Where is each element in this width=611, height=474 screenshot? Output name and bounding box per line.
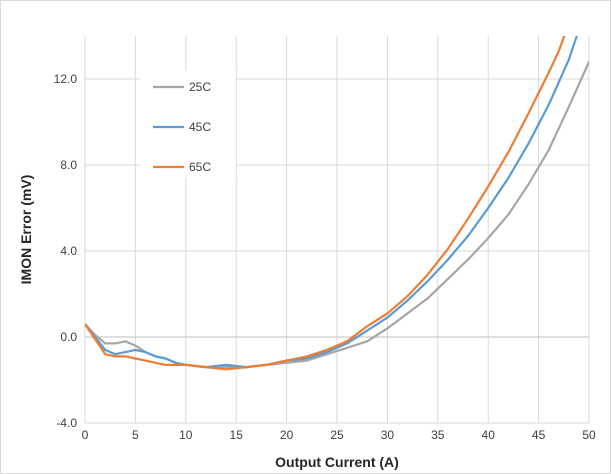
y-axis-title: IMON Error (mV) [18, 175, 34, 285]
y-tick-label: 4.0 [60, 244, 77, 258]
series-lines [85, 36, 589, 371]
x-tick-label: 50 [582, 428, 596, 442]
tick-labels: 0 5 10 15 20 25 30 35 40 45 50 -4.0 0.0 4.0 8.0 12.0 [54, 72, 596, 442]
y-tick-label: 0.0 [60, 330, 77, 344]
x-tick-label: 35 [431, 428, 445, 442]
x-tick-label: 40 [482, 428, 496, 442]
series-line-65c [85, 36, 566, 371]
x-tick-label: 45 [532, 428, 546, 442]
y-tick-label: 12.0 [54, 72, 78, 86]
x-tick-label: 5 [132, 428, 139, 442]
legend-label-45c: 45C [189, 120, 211, 134]
x-tick-label: 10 [179, 428, 193, 442]
y-tick-label: -4.0 [56, 416, 77, 430]
series-line-25c [85, 60, 589, 369]
x-tick-label: 25 [330, 428, 344, 442]
x-axis-title: Output Current (A) [275, 454, 399, 470]
legend-label-25c: 25C [189, 80, 211, 94]
legend-label-65c: 65C [189, 160, 211, 174]
x-tick-label: 0 [82, 428, 89, 442]
y-tick-label: 8.0 [60, 158, 77, 172]
x-tick-label: 30 [381, 428, 395, 442]
legend: 25C 45C 65C [140, 70, 236, 178]
x-tick-label: 15 [230, 428, 244, 442]
x-tick-label: 20 [280, 428, 294, 442]
